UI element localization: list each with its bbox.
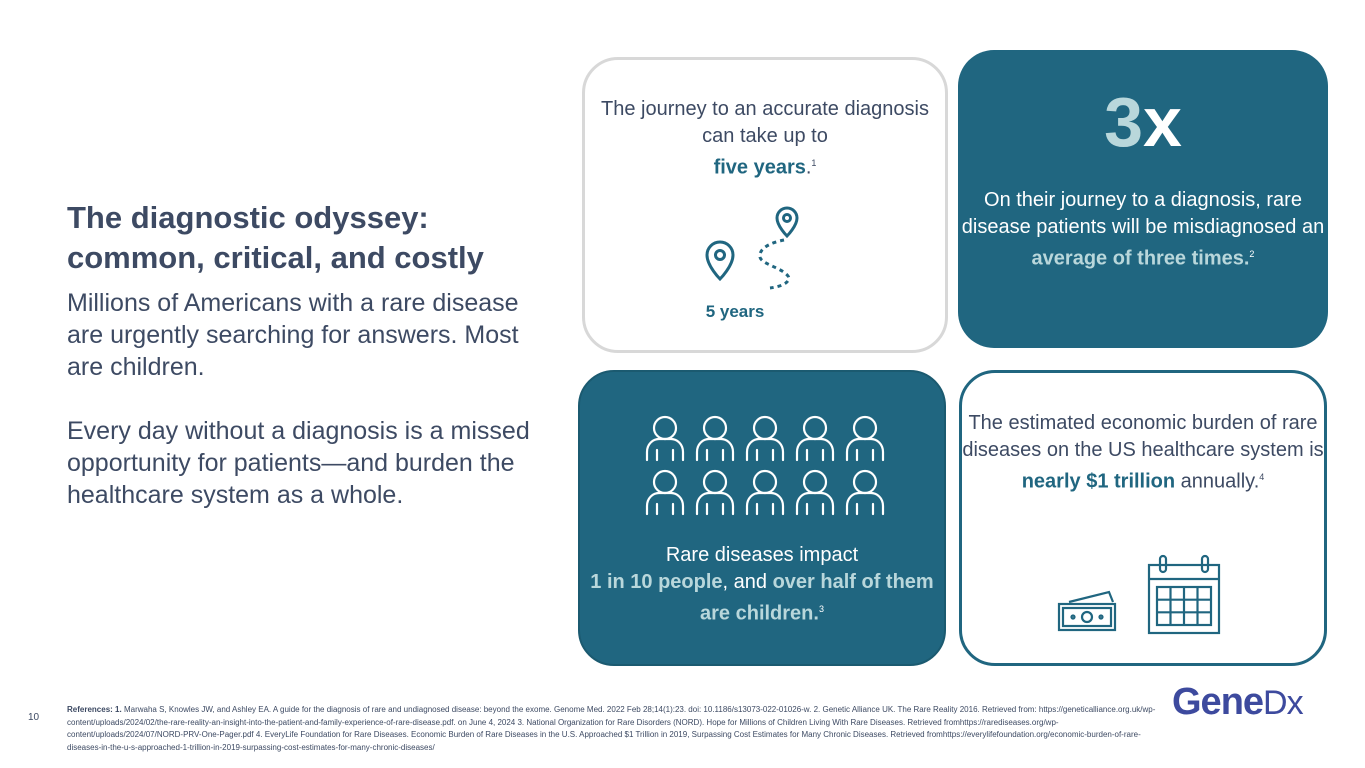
map-pin-route-icon bbox=[705, 206, 799, 290]
burden-text-end: annually. bbox=[1180, 470, 1260, 493]
burden-text-main: The estimated economic burden of rare di… bbox=[962, 412, 1324, 461]
children-text-join: , and bbox=[722, 571, 768, 593]
journey-text-main: The journey to an accurate diagnosis can… bbox=[601, 98, 929, 147]
stat-number: 3 bbox=[1104, 83, 1143, 161]
references-label: References: bbox=[67, 705, 113, 714]
calendar-icon bbox=[1147, 554, 1221, 635]
people-group-icon bbox=[645, 415, 885, 516]
journey-period: . bbox=[805, 156, 812, 179]
journey-highlight: five years bbox=[713, 156, 806, 179]
footnote-1: 1 bbox=[811, 158, 817, 168]
children-highlight-1: 1 in 10 people bbox=[590, 571, 723, 593]
references-text: Marwaha S, Knowles JW, and Ashley EA. A … bbox=[67, 705, 1156, 752]
references-number: 1. bbox=[115, 705, 122, 714]
footnote-4: 4 bbox=[1259, 472, 1265, 482]
children-highlight-2: over half of them are children. bbox=[700, 571, 934, 625]
page-title: The diagnostic odyssey: common, critical… bbox=[67, 200, 484, 275]
person-row-2 bbox=[645, 469, 885, 516]
burden-text: The estimated economic burden of rare di… bbox=[962, 410, 1324, 496]
children-text-main: Rare diseases impact bbox=[665, 544, 859, 566]
page-number: 10 bbox=[28, 712, 40, 723]
intro-paragraph-1: Millions of Americans with a rare diseas… bbox=[67, 289, 519, 381]
person-row-1 bbox=[645, 415, 885, 462]
logo-main: Gene bbox=[1172, 681, 1264, 723]
intro-paragraph-2: Every day without a diagnosis is a misse… bbox=[67, 417, 530, 509]
misdiagnosed-card: 3x On their journey to a diagnosis, rare… bbox=[958, 50, 1328, 348]
misdiagnosed-highlight: average of three times. bbox=[1031, 247, 1250, 270]
burden-card: The estimated economic burden of rare di… bbox=[959, 370, 1327, 666]
journey-card: The journey to an accurate diagnosis can… bbox=[582, 57, 948, 353]
stat-suffix: x bbox=[1143, 83, 1182, 161]
misdiagnosed-text: On their journey to a diagnosis, rare di… bbox=[958, 187, 1328, 273]
genedx-logo: GeneDx bbox=[1172, 680, 1322, 725]
burden-highlight: nearly $1 trillion bbox=[1021, 470, 1176, 493]
references: References: 1. Marwaha S, Knowles JW, an… bbox=[67, 704, 1157, 754]
children-text: Rare diseases impact 1 in 10 people, and… bbox=[580, 542, 944, 628]
children-card: Rare diseases impact 1 in 10 people, and… bbox=[578, 370, 946, 666]
three-times-stat: 3x bbox=[958, 85, 1328, 160]
footnote-3: 3 bbox=[818, 604, 824, 614]
five-years-label: 5 years bbox=[705, 302, 765, 321]
money-icon bbox=[1057, 590, 1117, 632]
footnote-2: 2 bbox=[1249, 249, 1255, 259]
logo-suffix: Dx bbox=[1263, 684, 1304, 722]
intro-text: Millions of Americans with a rare diseas… bbox=[67, 287, 537, 511]
misdiagnosed-text-main: On their journey to a diagnosis, rare di… bbox=[961, 189, 1325, 238]
journey-text: The journey to an accurate diagnosis can… bbox=[585, 96, 945, 182]
